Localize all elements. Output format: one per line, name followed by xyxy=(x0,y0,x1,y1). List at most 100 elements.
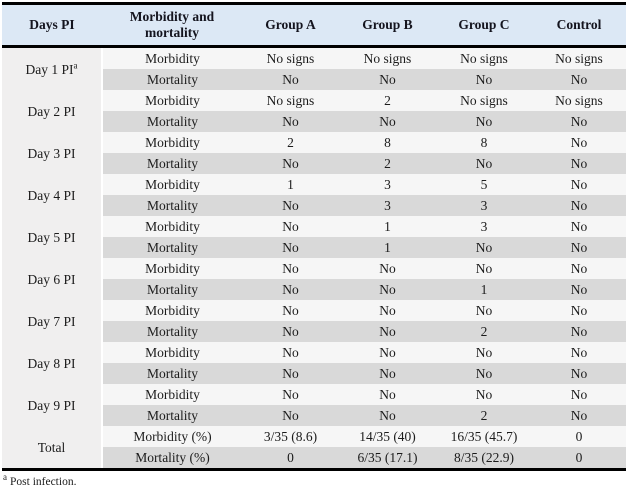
value-cell: No xyxy=(339,363,436,384)
day-cell: Day 8 PI xyxy=(2,342,102,384)
table-row: Mortality No No No No xyxy=(2,111,626,132)
value-cell: No xyxy=(532,174,626,195)
value-cell: 2 xyxy=(339,153,436,174)
value-cell: 1 xyxy=(242,174,339,195)
value-cell: No xyxy=(242,216,339,237)
value-cell: 2 xyxy=(242,132,339,153)
value-cell: No xyxy=(532,216,626,237)
table-row: Day 2 PI Morbidity No signs 2 No signs No sig… xyxy=(2,90,626,132)
row-label-cell: Morbidity xyxy=(101,300,242,321)
value-cell: No xyxy=(436,153,532,174)
row-label-cell: Morbidity xyxy=(101,258,242,279)
row-label-cell: Mortality (%) xyxy=(101,447,242,470)
footnote-marker: a xyxy=(3,472,7,483)
value-cell: 5 xyxy=(436,174,532,195)
value-cell: No xyxy=(532,342,626,363)
value-cell: No xyxy=(436,342,532,363)
value-cell: 6/35 (17.1) xyxy=(339,447,436,470)
day-cell: Day 9 PI xyxy=(2,384,102,426)
value-cell: No signs xyxy=(532,90,626,111)
table-row: Mortality No No No No xyxy=(2,363,626,384)
table-body: Day 1 PIa Morbidity No signs No signs No sig… xyxy=(2,46,626,470)
value-cell: No xyxy=(532,300,626,321)
value-cell: 3 xyxy=(339,174,436,195)
table-row: Mortality No No 1 No xyxy=(2,279,626,300)
value-cell: No xyxy=(436,69,532,90)
value-cell: No xyxy=(532,279,626,300)
value-cell: No xyxy=(532,132,626,153)
value-cell: 14/35 (40) xyxy=(339,426,436,447)
value-cell: 8 xyxy=(339,132,436,153)
value-cell: No xyxy=(339,342,436,363)
value-cell: 2 xyxy=(436,405,532,426)
value-cell: No xyxy=(436,111,532,132)
value-cell: No xyxy=(532,321,626,342)
table-row: Total Morbidity (%) 3/35 (8.6) 14/35 (40) 16… xyxy=(2,426,626,470)
table-row: Mortality No 1 No No xyxy=(2,237,626,258)
value-cell: No signs xyxy=(242,90,339,111)
day-cell: Day 3 PI xyxy=(2,132,102,174)
header-control: Control xyxy=(532,3,626,48)
value-cell: 2 xyxy=(339,90,436,111)
row-label-cell: Morbidity xyxy=(101,90,242,111)
value-cell: 1 xyxy=(339,216,436,237)
value-cell: No signs xyxy=(436,46,532,69)
value-cell: 3 xyxy=(436,195,532,216)
row-label-cell: Morbidity xyxy=(101,46,242,69)
value-cell: No xyxy=(339,258,436,279)
table-row: Mortality No 3 3 No xyxy=(2,195,626,216)
row-label-cell: Mortality xyxy=(101,111,242,132)
row-label-cell: Mortality xyxy=(101,321,242,342)
value-cell: 0 xyxy=(242,447,339,470)
row-label-cell: Mortality xyxy=(101,237,242,258)
table-row: Mortality (%) 0 6/35 (17.1) 8/35 (22.9) 0 xyxy=(2,447,626,470)
value-cell: No xyxy=(242,153,339,174)
value-cell: No xyxy=(242,321,339,342)
day-cell: Day 5 PI xyxy=(2,216,102,258)
row-label-cell: Mortality xyxy=(101,69,242,90)
value-cell: No xyxy=(242,363,339,384)
value-cell: No xyxy=(532,258,626,279)
value-cell: No xyxy=(436,300,532,321)
footnote: a Post infection. xyxy=(3,473,626,488)
value-cell: No xyxy=(242,405,339,426)
value-cell: No signs xyxy=(532,46,626,69)
value-cell: No xyxy=(242,342,339,363)
value-cell: 1 xyxy=(436,279,532,300)
header-row: Days PI Morbidity and mortality Group A … xyxy=(2,3,626,48)
header-group-c: Group C xyxy=(436,3,532,48)
value-cell: No xyxy=(436,363,532,384)
value-cell: No xyxy=(339,384,436,405)
value-cell: No xyxy=(242,300,339,321)
row-label-cell: Morbidity (%) xyxy=(101,426,242,447)
row-label-cell: Morbidity xyxy=(101,342,242,363)
superscript-marker: a xyxy=(73,60,78,70)
row-label-cell: Mortality xyxy=(101,363,242,384)
value-cell: No xyxy=(242,258,339,279)
value-cell: No xyxy=(242,69,339,90)
value-cell: No xyxy=(339,300,436,321)
day-cell: Day 7 PI xyxy=(2,300,102,342)
value-cell: No xyxy=(532,363,626,384)
value-cell: No signs xyxy=(339,46,436,69)
day-cell: Day 2 PI xyxy=(2,90,102,132)
value-cell: No xyxy=(436,384,532,405)
value-cell: No xyxy=(242,384,339,405)
value-cell: 8 xyxy=(436,132,532,153)
day-cell: Day 6 PI xyxy=(2,258,102,300)
header-morbidity-and-mortality: Morbidity and mortality xyxy=(102,3,242,48)
header-group-b: Group B xyxy=(339,3,436,48)
table-row: Day 9 PI Morbidity No No No No xyxy=(2,384,626,426)
table-row: Day 3 PI Morbidity 2 8 8 No xyxy=(2,132,626,174)
day-cell: Day 1 PIa xyxy=(2,46,102,90)
row-label-cell: Morbidity xyxy=(101,216,242,237)
row-label-cell: Mortality xyxy=(101,195,242,216)
header-days-pi: Days PI xyxy=(2,3,102,48)
value-cell: 8/35 (22.9) xyxy=(436,447,532,470)
table-row: Mortality No No 2 No xyxy=(2,405,626,426)
row-label-cell: Mortality xyxy=(101,153,242,174)
table-row: Day 4 PI Morbidity 1 3 5 No xyxy=(2,174,626,216)
value-cell: 0 xyxy=(532,426,626,447)
table-row: Mortality No No 2 No xyxy=(2,321,626,342)
